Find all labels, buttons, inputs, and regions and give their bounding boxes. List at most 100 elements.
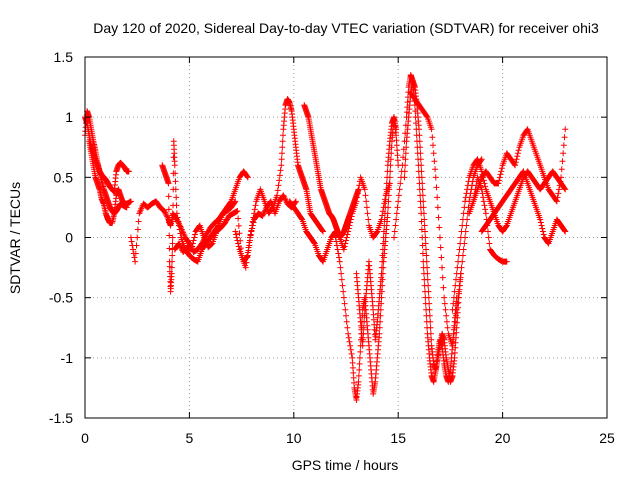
data-point xyxy=(162,209,169,216)
data-point xyxy=(556,182,563,189)
data-point xyxy=(436,224,443,231)
series-track-r xyxy=(478,168,569,247)
data-point xyxy=(234,208,241,215)
data-point xyxy=(381,210,388,217)
data-point xyxy=(418,226,425,233)
data-point xyxy=(169,234,176,241)
data-point xyxy=(495,180,502,187)
data-point xyxy=(433,184,440,191)
data-point xyxy=(434,204,441,211)
data-point xyxy=(342,240,349,247)
data-point xyxy=(496,174,503,181)
data-point xyxy=(163,212,170,219)
data-point xyxy=(350,369,357,376)
data-point xyxy=(537,216,544,223)
data-point xyxy=(560,150,567,157)
y-tick-label: -1.5 xyxy=(49,410,73,426)
data-point xyxy=(365,216,372,223)
axis-ticks: -1.5 -1 -0.5 0 0.5 1 1.5 0 5 10 15 20 25 xyxy=(49,49,615,446)
data-point xyxy=(341,300,348,307)
data-point xyxy=(382,204,389,211)
data-point xyxy=(429,134,436,141)
data-point xyxy=(166,245,173,252)
data-point xyxy=(274,187,281,194)
data-point xyxy=(336,233,343,240)
data-point xyxy=(343,312,349,319)
data-point xyxy=(416,138,423,145)
data-point xyxy=(344,231,351,238)
data-point xyxy=(558,166,565,173)
data-point xyxy=(427,330,434,337)
data-point xyxy=(280,132,287,139)
data-point xyxy=(559,158,566,165)
data-point xyxy=(350,374,357,381)
data-point xyxy=(127,234,134,241)
data-point xyxy=(161,208,168,215)
data-point xyxy=(430,142,436,149)
data-point xyxy=(235,215,242,222)
data-point xyxy=(246,242,253,249)
data-point xyxy=(393,126,400,133)
data-point xyxy=(166,219,173,226)
data-point xyxy=(274,192,281,199)
data-point xyxy=(513,156,520,163)
data-point xyxy=(282,196,289,203)
data-point xyxy=(420,204,427,211)
data-point xyxy=(360,330,367,337)
data-point xyxy=(451,288,458,295)
data-point xyxy=(169,252,176,259)
data-point xyxy=(361,312,368,319)
data-point xyxy=(383,180,390,187)
data-point xyxy=(188,246,195,253)
data-point xyxy=(278,156,285,163)
data-point xyxy=(452,312,459,319)
data-point xyxy=(461,204,468,211)
data-point xyxy=(252,202,259,209)
data-point xyxy=(269,205,276,212)
data-point xyxy=(172,178,179,185)
data-point xyxy=(125,168,132,175)
data-point xyxy=(133,242,140,249)
x-axis-label: GPS time / hours xyxy=(292,457,399,473)
data-point xyxy=(127,198,134,205)
data-point xyxy=(393,137,400,144)
data-point xyxy=(402,156,409,163)
data-point xyxy=(458,228,465,235)
data-point xyxy=(540,231,547,238)
data-point xyxy=(558,174,565,181)
data-point xyxy=(562,228,569,235)
data-point xyxy=(438,254,445,261)
data-point xyxy=(432,166,439,173)
data-point xyxy=(277,167,284,174)
data-point xyxy=(320,228,327,235)
data-point xyxy=(426,312,433,319)
data-point xyxy=(177,230,184,237)
data-point xyxy=(292,198,299,205)
data-point xyxy=(455,258,462,265)
data-point xyxy=(380,234,387,241)
data-point xyxy=(394,147,401,154)
data-point xyxy=(166,232,173,239)
data-point xyxy=(514,150,521,157)
data-point xyxy=(319,227,326,234)
data-point xyxy=(515,147,522,154)
data-point xyxy=(347,342,354,349)
data-point xyxy=(361,186,368,193)
x-tick-label: 5 xyxy=(186,430,194,446)
data-point xyxy=(423,252,430,259)
data-point xyxy=(340,246,347,253)
data-point xyxy=(419,186,426,193)
y-tick-label: 0 xyxy=(65,230,73,246)
data-point xyxy=(130,246,137,253)
data-point xyxy=(423,246,430,253)
data-point xyxy=(189,243,196,250)
data-point xyxy=(235,222,242,229)
data-point xyxy=(402,162,409,169)
chart-title: Day 120 of 2020, Sidereal Day-to-day VTE… xyxy=(93,20,599,36)
series-track-c xyxy=(86,138,134,227)
data-point xyxy=(382,198,389,205)
data-point xyxy=(452,282,459,289)
data-point xyxy=(244,174,251,181)
data-point xyxy=(562,126,569,133)
series-track-d xyxy=(127,198,239,265)
